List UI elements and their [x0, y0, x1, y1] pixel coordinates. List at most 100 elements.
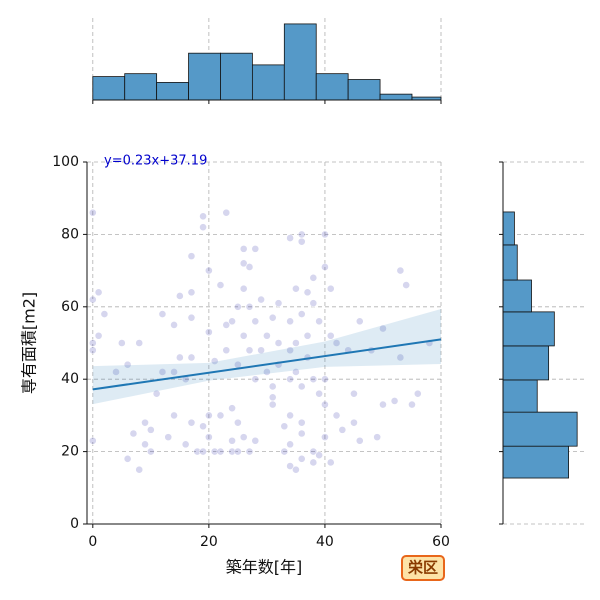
scatter-point [332, 339, 341, 347]
scatter-point [233, 302, 242, 311]
scatter-point [228, 436, 236, 445]
scatter-point [222, 208, 231, 217]
scatter-point [94, 331, 103, 340]
scatter-point [88, 436, 97, 445]
scatter-point [251, 436, 260, 445]
scatter-point [88, 208, 97, 217]
scatter-point [292, 465, 300, 474]
scatter-point [268, 382, 277, 391]
scatter-point [239, 244, 248, 253]
scatter-point [135, 339, 144, 347]
scatter-point [129, 429, 138, 438]
scatter-point [228, 317, 236, 326]
scatter-point [297, 310, 306, 318]
scatter-point [175, 292, 184, 300]
scatter-point [297, 454, 306, 463]
y-tick-label: 20 [61, 444, 79, 460]
regression-line [92, 338, 442, 391]
scatter-point [216, 411, 225, 420]
scatter-point [141, 418, 149, 427]
hist-bar [283, 23, 317, 101]
scatter-point [286, 234, 295, 242]
hist-bar [92, 76, 126, 101]
scatter-point [326, 331, 335, 340]
scatter-point [286, 317, 295, 326]
scatter-point [292, 339, 300, 347]
scatter-point [152, 389, 161, 398]
hist-bar [347, 79, 381, 101]
y-axis-label: 専有面積[m2] [20, 292, 39, 394]
scatter-point [251, 375, 260, 384]
scatter-point [321, 263, 329, 271]
hist-bar [379, 93, 413, 101]
badge-box [401, 555, 445, 581]
scatter-point [175, 353, 184, 362]
scatter-point [245, 263, 254, 271]
scatter-point [286, 375, 295, 384]
scatter-point [315, 317, 324, 326]
scatter-point [257, 295, 265, 304]
scatter-point [233, 447, 242, 456]
scatter-point [396, 353, 405, 362]
scatter-point [210, 447, 219, 456]
scatter-point [100, 310, 109, 318]
scatter-point [286, 440, 295, 449]
scatter-point [204, 411, 213, 420]
scatter-point [187, 313, 196, 322]
scatter-point [274, 339, 283, 347]
scatter-point [193, 447, 202, 456]
scatter-point [350, 418, 358, 427]
scatter-point [321, 230, 329, 239]
scatter-point [216, 281, 225, 289]
scatter-point [297, 429, 306, 438]
y-tick-label: 80 [61, 226, 79, 242]
scatter-point [292, 284, 300, 293]
scatter-point [187, 288, 196, 297]
y-tick-label: 0 [70, 516, 79, 532]
y-tick-label: 40 [61, 371, 79, 387]
scatter-point [286, 462, 295, 470]
scatter-point [187, 418, 196, 427]
hist-bar [188, 52, 221, 101]
scatter-point [309, 299, 318, 308]
x-tick-label: 0 [88, 534, 97, 550]
scatter-point [321, 433, 329, 442]
scatter-point [286, 411, 295, 420]
scatter-point [88, 339, 97, 347]
scatter-point [315, 389, 324, 398]
hist-bar [124, 73, 158, 101]
scatter-point [146, 447, 155, 456]
scatter-point [286, 346, 295, 355]
scatter-point [268, 313, 277, 322]
scatter-point [199, 212, 207, 221]
scatter-point [297, 418, 306, 427]
scatter-point [170, 411, 178, 420]
scatter-point [280, 422, 289, 431]
scatter-point [297, 237, 306, 246]
scatter-point [413, 389, 422, 398]
scatter-point [338, 425, 347, 434]
scatter-point [112, 368, 120, 376]
scatter-point [158, 368, 167, 376]
hist-bar [315, 73, 349, 101]
scatter-point [402, 281, 411, 289]
hist-bar [502, 345, 550, 381]
scatter-point [210, 357, 219, 365]
scatter-point [309, 447, 318, 456]
scatter-point [321, 375, 329, 384]
scatter-point [204, 433, 213, 442]
x-tick-label: 60 [432, 534, 450, 550]
y-tick-label: 60 [61, 299, 79, 315]
scatter-point [309, 458, 318, 467]
scatter-point [268, 393, 277, 402]
scatter-point [222, 320, 231, 329]
scatter-point [303, 288, 312, 297]
scatter-point [216, 447, 225, 456]
scatter-point [88, 346, 97, 355]
scatter-point [379, 324, 387, 333]
hist-bar [156, 82, 189, 101]
scatter-point [239, 259, 248, 268]
badge-label: 栄区 [407, 559, 438, 577]
scatter-point [239, 331, 248, 340]
scatter-point [297, 230, 306, 239]
